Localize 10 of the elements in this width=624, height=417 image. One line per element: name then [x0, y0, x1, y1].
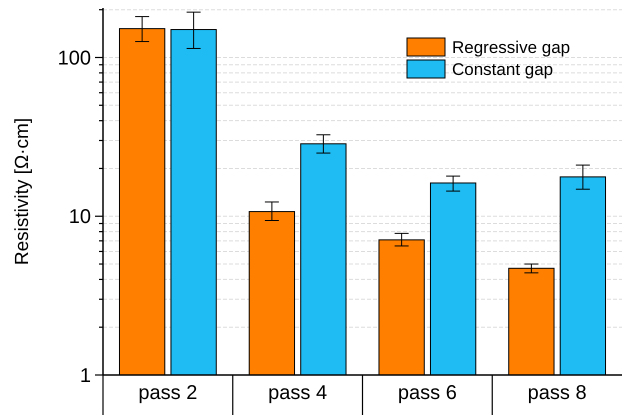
y-axis-title: Resistivity [Ω·cm]	[12, 118, 33, 266]
legend-label: Regressive gap	[452, 38, 570, 57]
x-tick-label: pass 8	[528, 382, 587, 404]
x-tick-label: pass 4	[268, 382, 328, 404]
legend-label: Constant gap	[452, 60, 554, 79]
y-tick-label: 10	[68, 206, 91, 228]
y-tick-label: 100	[58, 47, 91, 70]
y-tick-label: 1	[80, 365, 91, 387]
x-tick-label: pass 2	[138, 382, 198, 404]
x-tick-label: pass 6	[398, 382, 457, 404]
